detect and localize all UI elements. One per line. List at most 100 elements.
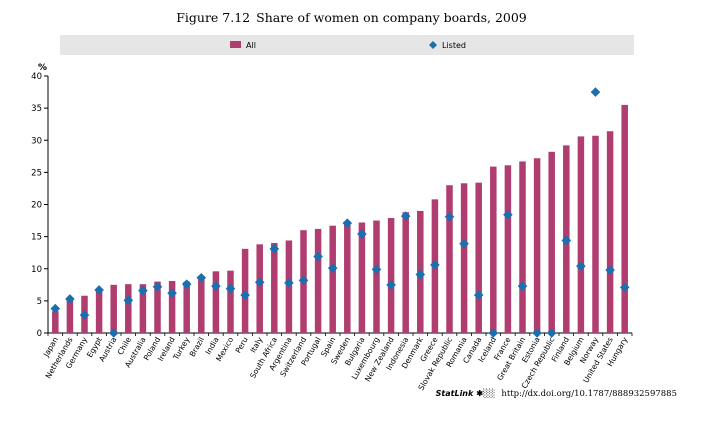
y-tick-label: 25 xyxy=(31,168,42,178)
marker-listed xyxy=(605,265,615,275)
bar-all xyxy=(212,271,220,333)
y-tick-label: 10 xyxy=(31,265,42,275)
marker-listed xyxy=(619,282,630,293)
marker-listed xyxy=(342,218,353,228)
marker-listed xyxy=(269,244,280,254)
marker-listed xyxy=(254,277,265,288)
marker-listed xyxy=(211,281,221,291)
category-label: Peru xyxy=(234,335,250,354)
marker-listed xyxy=(181,279,192,289)
marker-listed xyxy=(167,288,177,298)
y-tick-label: 15 xyxy=(31,233,42,243)
figure-label: Figure 7.12 xyxy=(176,10,251,25)
y-tick-label: 5 xyxy=(37,297,42,307)
bar-all xyxy=(387,217,395,333)
bar-all xyxy=(95,289,103,333)
bars xyxy=(52,104,628,333)
bar-all xyxy=(621,104,628,333)
marker-listed xyxy=(123,295,134,306)
legend: All Listed xyxy=(230,41,466,50)
legend-marker-listed xyxy=(429,41,437,49)
bar-all xyxy=(110,284,117,333)
marker-listed xyxy=(196,272,207,283)
y-tick-label: 0 xyxy=(37,329,42,339)
bar-all xyxy=(460,183,468,333)
bar-all xyxy=(329,225,336,333)
legend-background xyxy=(60,35,634,55)
legend-label-listed: Listed xyxy=(442,41,466,50)
y-tick-label: 30 xyxy=(31,136,42,146)
bar-all xyxy=(533,158,541,333)
x-axis-labels: JapanNetherlandsGermanyEgyptAustriaChile… xyxy=(41,335,630,392)
marker-listed xyxy=(284,278,294,288)
bar-all xyxy=(344,223,351,333)
bar-all xyxy=(446,185,453,333)
category-label: Brazil xyxy=(188,336,206,359)
marker-listed xyxy=(327,263,338,273)
bar-all xyxy=(504,165,512,333)
y-tick-label: 20 xyxy=(31,201,42,211)
marker-listed xyxy=(561,235,572,246)
bar-all xyxy=(519,161,526,333)
bar-all xyxy=(592,135,599,333)
bar-all xyxy=(548,151,555,333)
bar-all xyxy=(271,243,278,333)
bar-all xyxy=(475,182,482,333)
marker-listed xyxy=(415,269,426,280)
bar-all xyxy=(402,212,409,333)
footer: StatLink ✱░░ http://dx.doi.org/10.1787/888… xyxy=(436,388,677,399)
bar-all xyxy=(577,136,585,333)
chart-title: Figure 7.12 Share of women on company boa… xyxy=(0,10,703,25)
doi-link[interactable]: http://dx.doi.org/10.1787/888932597885 xyxy=(501,389,677,399)
marker-listed xyxy=(79,310,90,320)
bar-all xyxy=(606,131,614,333)
marker-listed xyxy=(50,303,61,314)
marker-listed xyxy=(298,275,309,286)
bar-all xyxy=(154,281,161,333)
bar-all xyxy=(490,166,497,333)
marker-listed xyxy=(386,280,396,290)
bar-all xyxy=(168,280,176,333)
bar-all xyxy=(373,220,380,333)
marker-listed xyxy=(225,283,236,294)
axes: 0 5 10 15 20 25 30 35 40 xyxy=(31,72,633,339)
marker-listed xyxy=(371,264,382,275)
marker-listed xyxy=(138,285,148,296)
marker-listed xyxy=(576,261,586,271)
y-tick-label: 35 xyxy=(31,104,42,114)
marker-listed xyxy=(94,285,104,295)
marker-listed xyxy=(532,328,542,338)
marker-listed xyxy=(517,281,528,291)
bar-all xyxy=(183,281,190,333)
statlink-logo: ✱░░ xyxy=(476,388,496,398)
marker-listed xyxy=(240,290,250,300)
marker-listed xyxy=(400,211,411,221)
bar-all xyxy=(358,222,366,333)
bar-all xyxy=(52,311,59,333)
marker-listed xyxy=(473,290,484,300)
bar-all xyxy=(139,284,147,333)
marker-listed xyxy=(108,328,119,338)
bar-all xyxy=(227,270,234,333)
statlink-label: StatLink xyxy=(435,389,474,398)
legend-swatch-all xyxy=(230,41,241,48)
figure-title: Share of women on company boards, 2009 xyxy=(256,10,527,25)
marker-listed xyxy=(65,294,75,304)
marker-listed xyxy=(444,211,455,222)
y-axis-unit: % xyxy=(38,63,47,73)
marker-listed xyxy=(430,260,440,270)
marker-listed xyxy=(152,281,163,292)
marker-listed xyxy=(459,238,469,249)
marker-listed xyxy=(313,251,323,262)
y-tick-label: 40 xyxy=(31,72,42,82)
bar-all xyxy=(198,278,205,333)
bar-all xyxy=(125,284,132,333)
markers xyxy=(50,87,630,338)
legend-label-all: All xyxy=(246,41,256,50)
marker-listed xyxy=(488,328,499,338)
bar-all xyxy=(256,244,263,333)
marker-listed xyxy=(357,229,367,239)
marker-listed xyxy=(503,209,513,220)
marker-listed xyxy=(546,328,557,338)
